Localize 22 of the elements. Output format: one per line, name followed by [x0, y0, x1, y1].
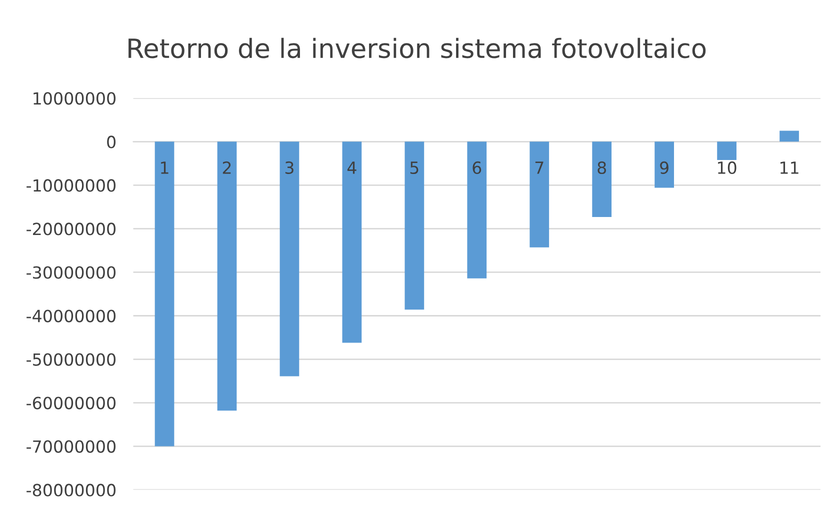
y-tick-label: -20000000 — [26, 222, 116, 236]
x-tick-label: 5 — [410, 162, 418, 174]
y-tick-label: 0 — [107, 136, 116, 148]
chart-title: Retorno de la inversion sistema fotovoltaico — [128, 38, 706, 58]
x-tick-label: 8 — [598, 161, 606, 174]
y-tick-label: -40000000 — [26, 310, 116, 322]
y-tick-label: -60000000 — [26, 396, 116, 410]
y-tick-label: -30000000 — [26, 266, 116, 279]
y-tick-label: -70000000 — [26, 440, 116, 453]
y-tick-label: -80000000 — [26, 484, 116, 496]
y-tick-label: -10000000 — [26, 179, 116, 192]
y-tick-label: -50000000 — [26, 353, 116, 366]
x-tick-label: 4 — [347, 162, 356, 174]
x-tick-label: 10 — [718, 161, 736, 174]
x-tick-label: 9 — [660, 161, 668, 174]
x-tick-label: 2 — [222, 161, 231, 174]
x-tick-label: 7 — [535, 162, 544, 174]
y-tick-label: 10000000 — [34, 92, 116, 105]
x-tick-label: 3 — [285, 161, 294, 174]
x-tick-label: 6 — [472, 161, 482, 174]
x-tick-label: 11 — [780, 162, 798, 174]
x-tick-label: 1 — [161, 162, 168, 174]
